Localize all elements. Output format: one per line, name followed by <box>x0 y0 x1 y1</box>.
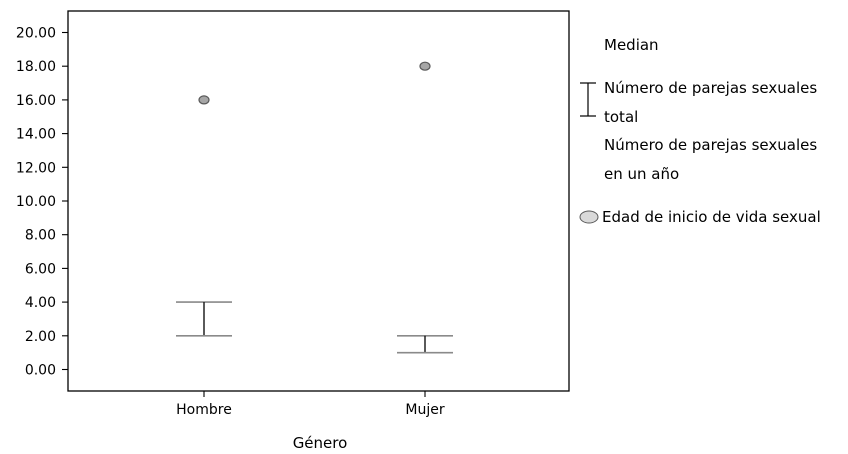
y-tick-label: 18.00 <box>16 59 56 75</box>
x-tick-label: Hombre <box>176 402 232 418</box>
y-tick-label: 12.00 <box>16 160 56 176</box>
y-tick-label: 10.00 <box>16 194 56 210</box>
legend-range-icon <box>580 82 596 117</box>
x-axis-title: Género <box>293 434 348 452</box>
y-tick-label: 4.00 <box>25 295 56 311</box>
range-bar <box>176 301 232 337</box>
y-tick-label: 6.00 <box>25 261 56 277</box>
range-bar <box>397 334 453 354</box>
y-tick-label: 8.00 <box>25 228 56 244</box>
legend-item-range-year: Número de parejas sexuales en un año <box>604 136 817 183</box>
legend-item-median: Median <box>604 36 659 54</box>
y-tick-label: 2.00 <box>25 329 56 345</box>
legend-item-range-total: Número de parejas sexuales total <box>604 79 817 126</box>
y-axis: 0.00 2.00 4.00 6.00 8.00 10.00 12.00 14.00 16.00… <box>16 26 68 379</box>
data-point <box>419 61 431 71</box>
chart-marks <box>176 61 453 354</box>
x-tick-label: Mujer <box>405 402 444 418</box>
y-tick-label: 14.00 <box>16 127 56 143</box>
data-point <box>198 95 210 105</box>
x-axis: Hombre Mujer <box>176 391 445 418</box>
legend: Median Número de parejas sexuales total N… <box>579 36 821 226</box>
y-tick-label: 20.00 <box>16 26 56 42</box>
plot-frame <box>67 10 570 392</box>
legend-item-points: Edad de inicio de vida sexual <box>602 208 821 226</box>
legend-point-icon <box>579 210 599 224</box>
y-tick-label: 16.00 <box>16 93 56 109</box>
y-tick-label: 0.00 <box>25 363 56 379</box>
